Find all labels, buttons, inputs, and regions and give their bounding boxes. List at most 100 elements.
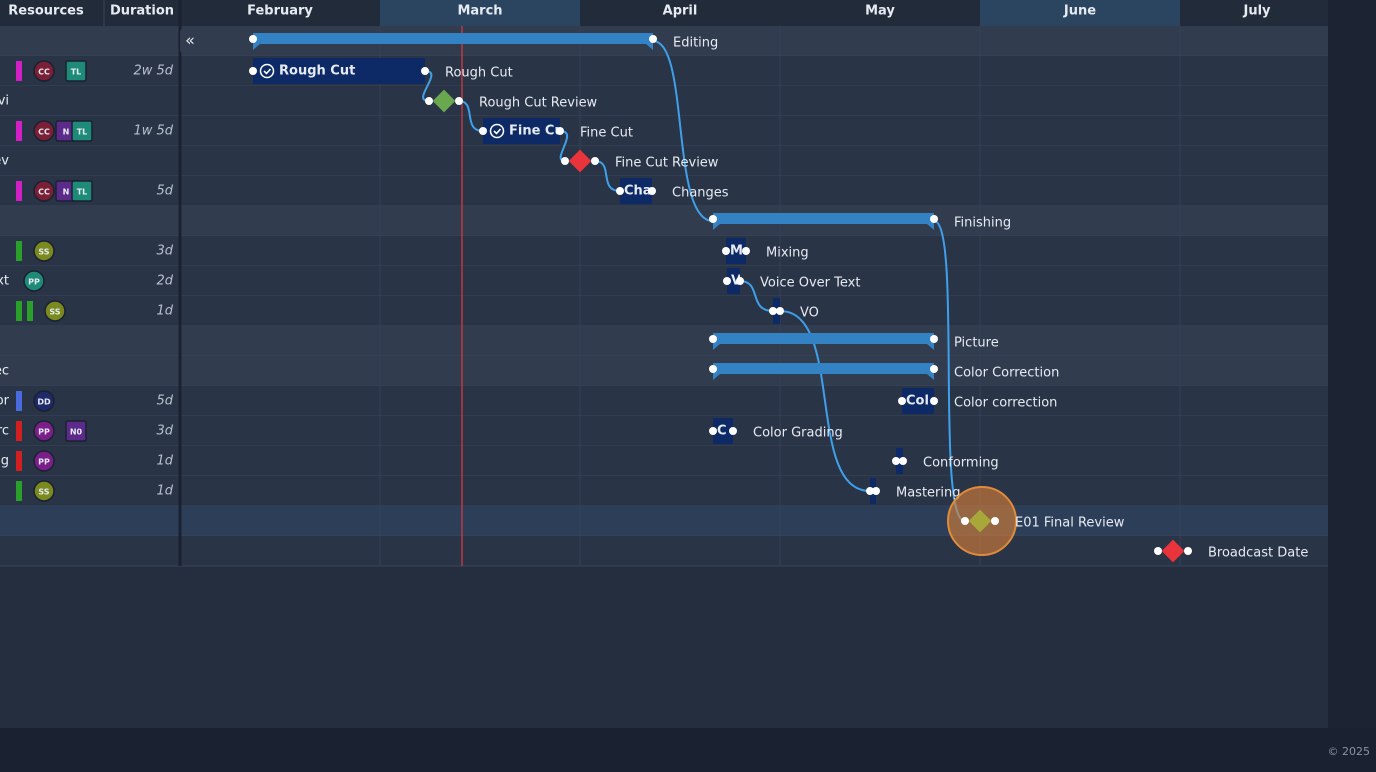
row[interactable] — [0, 56, 1328, 86]
collapse-icon[interactable]: « — [185, 31, 195, 50]
connector[interactable] — [769, 307, 777, 315]
row[interactable] — [0, 356, 1328, 386]
task-label: VO — [800, 306, 819, 321]
summary-bar[interactable] — [253, 33, 653, 44]
connector[interactable] — [649, 35, 657, 43]
milestone[interactable] — [968, 509, 992, 533]
row[interactable] — [0, 416, 1328, 446]
avatar[interactable] — [33, 390, 55, 412]
task-bar[interactable] — [902, 388, 934, 414]
collapse-button[interactable] — [180, 29, 201, 53]
avatar[interactable] — [33, 180, 55, 202]
row[interactable] — [0, 206, 1328, 236]
avatar[interactable] — [71, 120, 93, 142]
avatar[interactable] — [33, 480, 55, 502]
connector[interactable] — [249, 35, 257, 43]
row[interactable] — [0, 266, 1328, 296]
connector[interactable] — [709, 427, 717, 435]
duration: 5d — [156, 184, 173, 199]
connector[interactable] — [736, 277, 744, 285]
connector[interactable] — [648, 187, 656, 195]
avatar[interactable] — [71, 180, 93, 202]
avatar[interactable] — [33, 240, 55, 262]
column-header: Resources — [8, 4, 84, 19]
connector[interactable] — [421, 67, 429, 75]
row[interactable] — [0, 446, 1328, 476]
row[interactable] — [0, 116, 1328, 146]
summary-bar[interactable] — [713, 213, 934, 224]
connector[interactable] — [249, 67, 257, 75]
connector[interactable] — [561, 157, 569, 165]
task-bar[interactable] — [620, 178, 652, 204]
connector[interactable] — [742, 247, 750, 255]
milestone[interactable] — [1161, 539, 1185, 563]
task-bar[interactable] — [727, 268, 740, 294]
connector[interactable] — [455, 97, 463, 105]
task-bar[interactable] — [726, 238, 746, 264]
task-bar[interactable] — [713, 418, 733, 444]
milestone[interactable] — [432, 89, 456, 113]
row[interactable] — [0, 236, 1328, 266]
task-bar[interactable] — [483, 118, 560, 144]
avatar[interactable] — [33, 120, 55, 142]
summary-bar[interactable] — [713, 333, 934, 344]
avatar[interactable] — [33, 60, 55, 82]
connector[interactable] — [930, 365, 938, 373]
connector[interactable] — [872, 487, 880, 495]
connector[interactable] — [776, 307, 784, 315]
row[interactable] — [0, 476, 1328, 506]
avatar[interactable] — [33, 450, 55, 472]
avatar[interactable] — [44, 300, 66, 322]
row[interactable] — [0, 146, 1328, 176]
connector[interactable] — [479, 127, 487, 135]
dependency — [422, 70, 433, 102]
task-label: Finishing — [954, 216, 1011, 231]
connector[interactable] — [723, 277, 731, 285]
row-name: ev — [0, 154, 9, 169]
side-strip — [1328, 0, 1376, 728]
connector[interactable] — [1154, 547, 1162, 555]
avatar-initials: TL — [71, 68, 82, 77]
row[interactable] — [0, 86, 1328, 116]
connector[interactable] — [898, 397, 906, 405]
task-label: Fine Cut — [580, 126, 633, 141]
summary-bar[interactable] — [713, 363, 934, 374]
connector[interactable] — [892, 457, 900, 465]
month-label: July — [1242, 4, 1271, 19]
row[interactable] — [0, 26, 1328, 56]
row[interactable] — [0, 296, 1328, 326]
row[interactable] — [0, 386, 1328, 416]
avatar-initials: CC — [38, 188, 50, 197]
connector[interactable] — [991, 517, 999, 525]
connector[interactable] — [930, 335, 938, 343]
connector[interactable] — [709, 215, 717, 223]
connector[interactable] — [930, 397, 938, 405]
connector[interactable] — [1184, 547, 1192, 555]
check-icon — [263, 68, 272, 75]
connector[interactable] — [899, 457, 907, 465]
connector[interactable] — [616, 187, 624, 195]
connector[interactable] — [722, 247, 730, 255]
connector[interactable] — [866, 487, 874, 495]
connector[interactable] — [709, 335, 717, 343]
connector[interactable] — [591, 157, 599, 165]
avatar[interactable] — [23, 270, 45, 292]
avatar[interactable] — [33, 420, 55, 442]
task-label: Changes — [672, 186, 729, 201]
row[interactable] — [0, 506, 1328, 536]
connector[interactable] — [556, 127, 564, 135]
row-name: vi — [0, 94, 9, 109]
connector[interactable] — [729, 427, 737, 435]
task-bar[interactable] — [253, 58, 425, 84]
resource-bar — [16, 481, 22, 501]
row[interactable] — [0, 176, 1328, 206]
connector[interactable] — [425, 97, 433, 105]
row[interactable] — [0, 326, 1328, 356]
row[interactable] — [0, 536, 1328, 566]
connector[interactable] — [930, 215, 938, 223]
connector[interactable] — [961, 517, 969, 525]
connector[interactable] — [709, 365, 717, 373]
avatar[interactable] — [65, 420, 87, 442]
duration: 2w 5d — [133, 64, 173, 79]
avatar[interactable] — [65, 60, 87, 82]
